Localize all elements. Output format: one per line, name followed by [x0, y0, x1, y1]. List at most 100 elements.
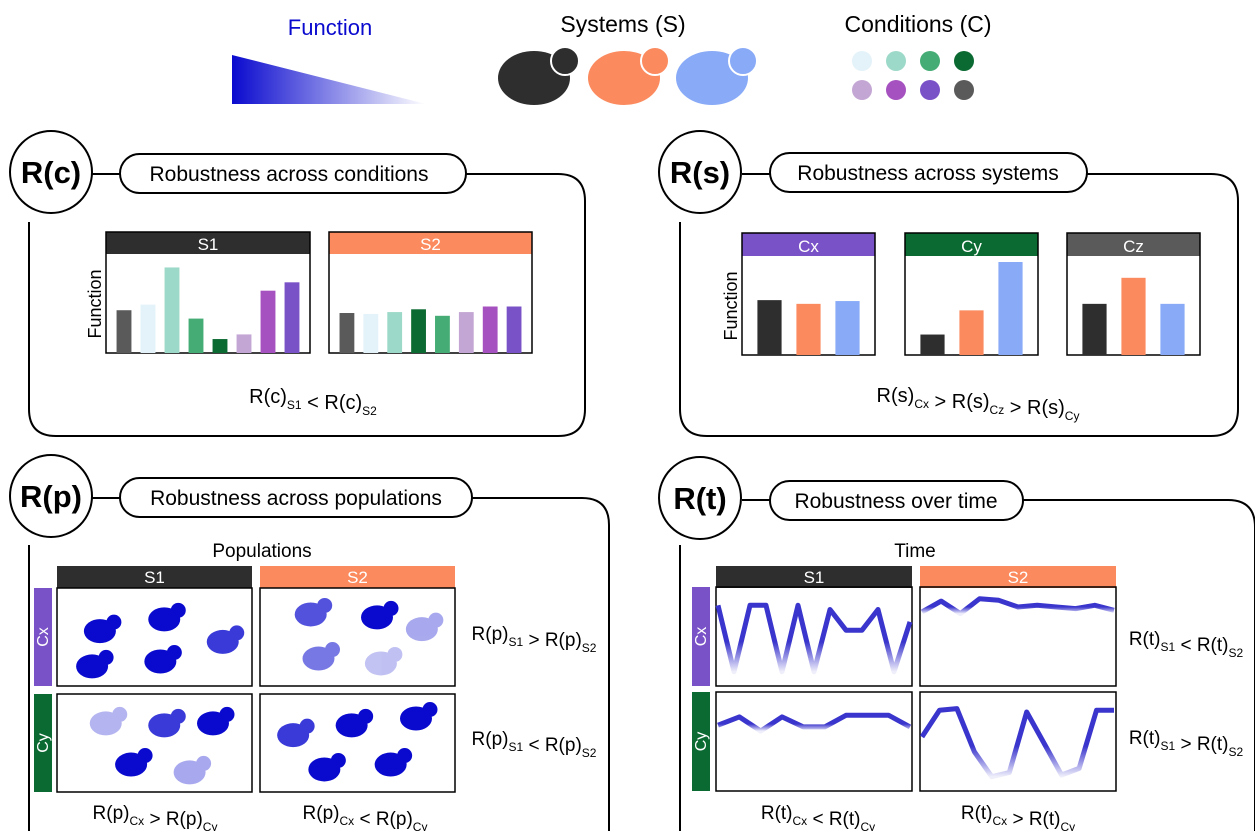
system-icon-1	[498, 46, 580, 105]
population-cell	[197, 706, 235, 736]
bar-S3	[1160, 303, 1185, 355]
col-header-label: S2	[347, 568, 368, 587]
bar-S1	[757, 300, 782, 355]
col-header-S2	[260, 566, 455, 588]
row-header-label: Cx	[35, 627, 52, 647]
population-cell	[405, 612, 444, 642]
condition-dot-5	[852, 80, 872, 100]
row-formula: R(p)S1 < R(p)S2	[472, 729, 597, 760]
panel-rc-formula: R(c)S1 < R(c)S2	[249, 386, 377, 418]
population-cell	[206, 625, 245, 654]
panel-rp-header: Populations	[212, 541, 311, 562]
svg-text:R(t): R(t)	[673, 481, 726, 516]
bar-S1	[920, 334, 945, 355]
function-legend-label: Function	[288, 15, 372, 40]
svg-text:Robustness across systems: Robustness across systems	[797, 162, 1058, 185]
cell-frame	[259, 587, 456, 687]
row-header-Cy	[34, 694, 52, 792]
population-cell	[173, 755, 212, 785]
svg-text:R(c): R(c)	[21, 155, 81, 190]
row-formula: R(p)S1 > R(p)S2	[472, 624, 597, 655]
bar-S3	[998, 262, 1023, 355]
svg-text:Robustness across populations: Robustness across populations	[150, 487, 442, 510]
cell-frame	[56, 693, 253, 793]
population-cell	[364, 646, 403, 676]
bar-c2	[140, 304, 156, 353]
bar-c1	[339, 313, 355, 353]
row-formula: R(t)S1 < R(t)S2	[1129, 629, 1244, 660]
population-cell	[335, 708, 374, 738]
col-header-label: S2	[1008, 568, 1029, 587]
panel-rt-header: Time	[894, 541, 936, 562]
population-cell	[400, 702, 438, 731]
system-icon-3	[676, 46, 758, 105]
bar-c3	[164, 267, 180, 353]
col-formula: R(p)Cx > R(p)Cy	[93, 803, 218, 831]
svg-text:Robustness across conditions: Robustness across conditions	[150, 163, 429, 186]
systems-legend	[498, 46, 758, 105]
population-cell	[144, 645, 182, 674]
chart-rs-cy: Cy	[904, 232, 1039, 356]
conditions-legend	[852, 51, 974, 100]
population-cell	[294, 597, 333, 627]
condition-dot-3	[920, 51, 940, 71]
condition-dot-7	[920, 80, 940, 100]
row-header-label: Cx	[693, 627, 710, 647]
row-header-Cx	[692, 587, 710, 686]
condition-dot-6	[886, 80, 906, 100]
time-series-line	[920, 596, 1115, 617]
bar-c7	[482, 306, 498, 353]
cell-frame	[715, 586, 913, 687]
cell-frame	[715, 691, 913, 792]
col-header-label: S1	[144, 568, 165, 587]
bar-c5	[212, 339, 228, 353]
col-header-S1	[716, 566, 912, 588]
population-cell	[83, 614, 122, 644]
cell-frame	[259, 693, 456, 793]
panel-rt-frame	[679, 499, 1255, 831]
col-header-S2	[920, 566, 1116, 588]
system-icon-2	[588, 46, 670, 105]
panel-rp-frame	[28, 497, 610, 831]
condition-dot-4	[954, 51, 974, 71]
panel-rs-badge: R(s)	[658, 130, 742, 214]
bar-c7	[260, 290, 276, 353]
chart-rs-cz: Cz	[1066, 232, 1201, 356]
chart-frame	[328, 231, 533, 354]
row-header-label: Cy	[693, 732, 710, 752]
col-formula: R(t)Cx < R(t)Cy	[761, 803, 875, 831]
systems-legend-label: Systems (S)	[560, 11, 685, 37]
row-formula: R(t)S1 > R(t)S2	[1129, 728, 1244, 759]
condition-dot-8	[954, 80, 974, 100]
bar-c3	[387, 312, 403, 353]
panel-rt: R(t) Robustness over time Time S1 S2 Cx Cy R…	[658, 456, 1255, 831]
time-series-line	[715, 602, 913, 675]
condition-dot-2	[886, 51, 906, 71]
bar-c2	[363, 313, 379, 353]
panel-rp-title: Robustness across populations	[119, 477, 473, 518]
bar-c8	[284, 282, 300, 353]
row-header-Cx	[34, 588, 52, 686]
time-series-line	[919, 706, 1114, 780]
panel-rp: R(p) Robustness across populations Popul…	[9, 454, 610, 831]
population-cell	[374, 748, 413, 777]
chart-header	[742, 233, 875, 256]
conditions-legend-label: Conditions (C)	[845, 11, 992, 37]
bar-c5	[435, 315, 450, 353]
chart-rs-cx: Cx	[741, 232, 876, 356]
population-cell	[148, 708, 186, 738]
panel-rt-title: Robustness over time	[769, 480, 1024, 521]
cell-frame	[56, 587, 253, 687]
bar-S2	[1121, 277, 1146, 355]
panel-rs-title: Robustness across systems	[769, 152, 1088, 193]
chart-rc-s1: S1	[105, 231, 311, 354]
panel-rc-ylabel: Function	[85, 269, 105, 338]
panel-rc: R(c) Robustness across conditions Functi…	[9, 130, 586, 437]
population-cell	[308, 752, 346, 782]
panel-rs-formula: R(s)Cx > R(s)Cz > R(s)Cy	[877, 385, 1080, 423]
bar-c4	[188, 318, 204, 353]
population-cell	[89, 706, 128, 736]
row-header-label: Cy	[35, 733, 52, 753]
panel-rc-frame	[28, 173, 586, 437]
